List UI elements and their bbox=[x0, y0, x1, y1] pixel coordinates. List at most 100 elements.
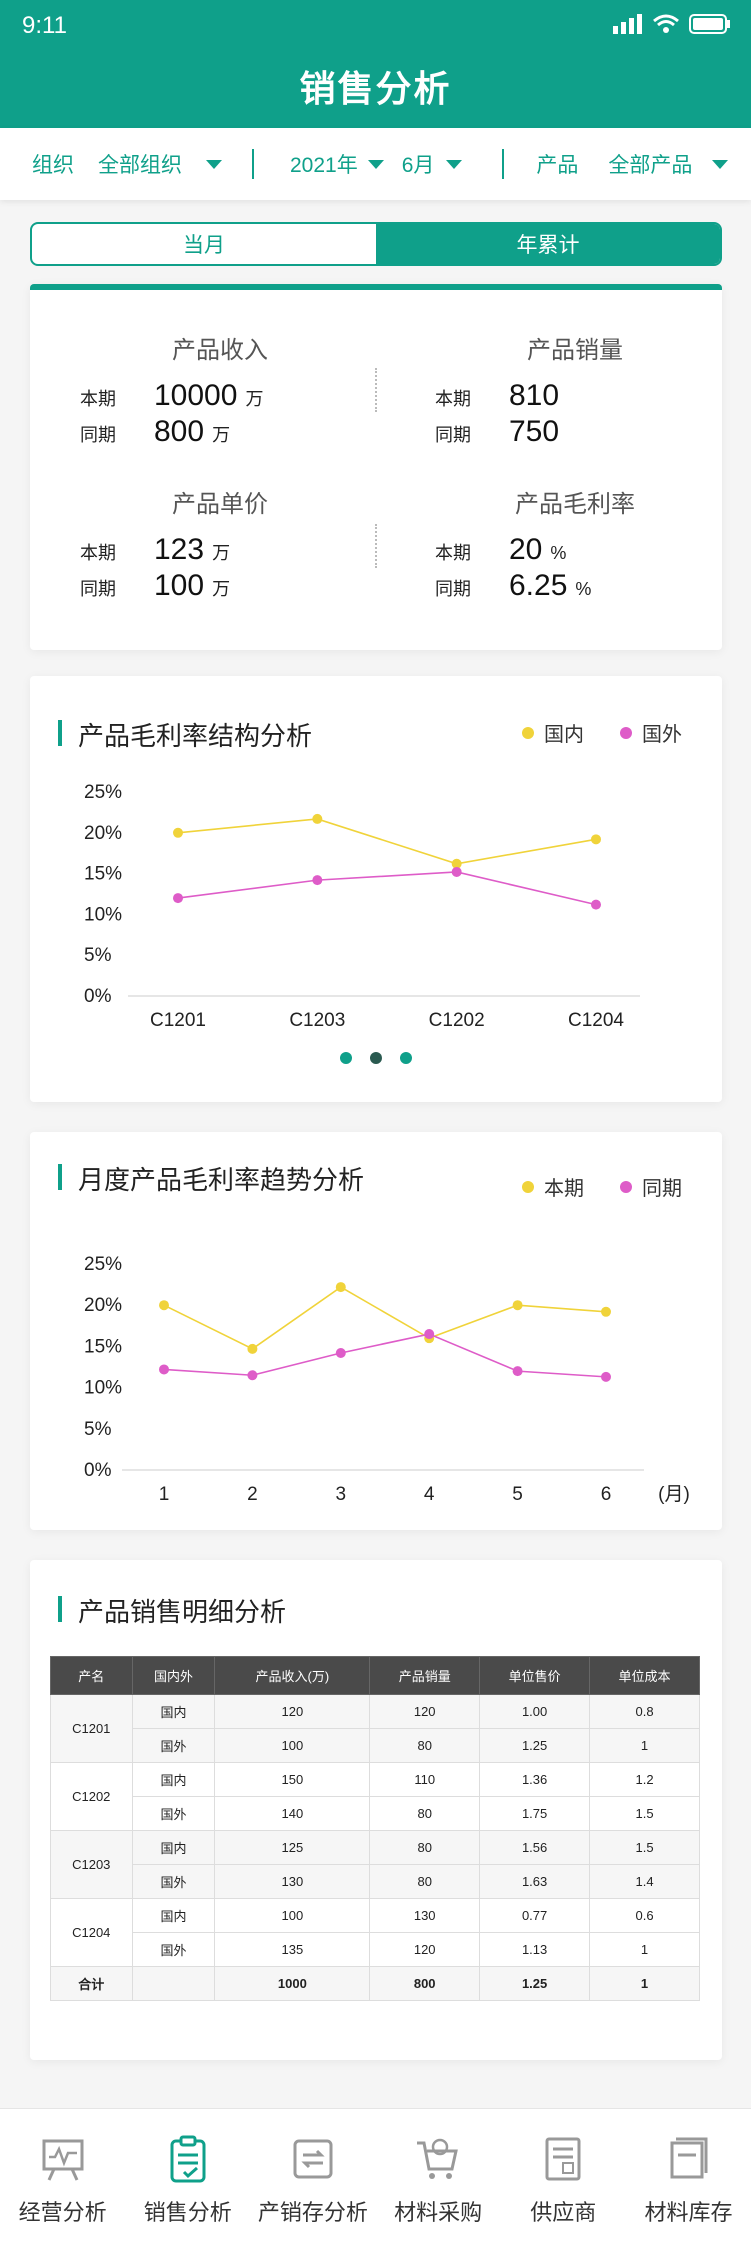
table-cell: 1.5 bbox=[589, 1796, 700, 1831]
table-row: C1204 国内 100 130 0.77 0.6 bbox=[50, 1898, 700, 1967]
tab-label: 材料库存 bbox=[644, 2200, 733, 2225]
month-filter-value: 6月 bbox=[401, 154, 435, 177]
table-cell: 国外 bbox=[131, 1728, 216, 1763]
table-cell: 130 bbox=[369, 1898, 481, 1933]
org-filter-label: 组织 bbox=[32, 154, 74, 177]
table-header-cell: 国内外 bbox=[131, 1656, 216, 1695]
tab-sales-analysis[interactable]: 销售分析 bbox=[125, 2109, 250, 2256]
legend-swatch bbox=[620, 1180, 632, 1193]
margin-structure-card: 产品毛利率结构分析 国内 国外 0% 5% 10% 15% 20% 25% C1201 C12… bbox=[30, 676, 722, 1102]
table-cell: 1 bbox=[589, 1728, 700, 1763]
table-total-row: 合计 1000 800 1.25 1 bbox=[50, 1966, 700, 2001]
tab-ytd[interactable]: 年累计 bbox=[376, 224, 720, 264]
product-filter-value: 全部产品 bbox=[608, 154, 693, 177]
pager-dot bbox=[400, 1052, 412, 1064]
table-cell: 0.6 bbox=[589, 1898, 700, 1933]
table-header-row: 产名 国内外 产品收入(万) 产品销量 单位售价 单位成本 bbox=[50, 1656, 700, 1695]
card-title: 月度产品毛利率趋势分析 bbox=[58, 1160, 364, 1197]
table-cell: 1.36 bbox=[479, 1762, 591, 1797]
tab-material-purchase[interactable]: 材料采购 bbox=[376, 2109, 501, 2256]
month-filter[interactable]: 6月 bbox=[402, 149, 463, 179]
legend-swatch bbox=[522, 726, 534, 739]
x-tick-label: C1204 bbox=[568, 1010, 624, 1031]
sales-detail-card: 产品销售明细分析 产名 国内外 产品收入(万) 产品销量 单位售价 单位成本 C1201 国… bbox=[30, 1560, 722, 2060]
data-point bbox=[424, 1329, 435, 1340]
table-cell: 1.75 bbox=[479, 1796, 591, 1831]
tab-monthly[interactable]: 当月 bbox=[183, 234, 225, 257]
table-cell: 1.2 bbox=[589, 1762, 700, 1797]
kpi-volume: 产品销量 本期 810 同期 750 bbox=[425, 330, 725, 451]
table-cell: 120 bbox=[369, 1932, 481, 1967]
kpi-prior-label: 同期 bbox=[435, 579, 471, 599]
year-filter[interactable]: 2021年 bbox=[290, 149, 384, 179]
x-tick-label: 4 bbox=[424, 1484, 435, 1505]
kpi-prior-label: 同期 bbox=[435, 425, 471, 445]
data-point bbox=[173, 827, 183, 838]
table-cell: 80 bbox=[369, 1864, 481, 1899]
table-cell: 国内 bbox=[131, 1830, 216, 1865]
year-filter-value: 2021年 bbox=[290, 154, 358, 177]
kpi-unit-price: 产品单价 本期 123 万 同期 100 万 bbox=[70, 484, 370, 605]
y-tick-label: 0% bbox=[84, 1460, 112, 1481]
data-point bbox=[335, 1347, 346, 1358]
x-tick-label: C1201 bbox=[150, 1010, 206, 1031]
tab-production-analysis[interactable]: 产销存分析 bbox=[250, 2109, 375, 2256]
data-point bbox=[312, 813, 323, 824]
table-total-cell: 800 bbox=[369, 1966, 481, 2001]
table-cell: 国外 bbox=[131, 1932, 216, 1967]
kpi-prior-value: 100 bbox=[154, 569, 205, 602]
chevron-down-icon bbox=[367, 159, 384, 169]
x-tick-label: 1 bbox=[159, 1484, 170, 1505]
legend-swatch bbox=[620, 726, 632, 739]
data-point bbox=[335, 1282, 346, 1293]
series-line bbox=[163, 1286, 607, 1350]
product-filter[interactable]: 产品 全部产品 bbox=[536, 149, 729, 179]
tab-label: 经营分析 bbox=[18, 2200, 107, 2225]
x-tick-label: C1203 bbox=[289, 1010, 345, 1031]
app-header: 9:11 销售分析 bbox=[0, 0, 751, 128]
tab-label: 产销存分析 bbox=[257, 2200, 368, 2225]
kpi-unit: 万 bbox=[212, 425, 231, 445]
x-tick-label: 5 bbox=[512, 1484, 523, 1505]
period-toggle: 当月 年累计 bbox=[30, 222, 722, 266]
tab-material-inventory[interactable]: 材料库存 bbox=[626, 2109, 751, 2256]
table-cell: 140 bbox=[214, 1796, 371, 1831]
kpi-title: 产品销量 bbox=[527, 337, 623, 364]
table-cell: 100 bbox=[214, 1898, 371, 1933]
kpi-margin: 产品毛利率 本期 20% 同期 6.25% bbox=[425, 484, 725, 605]
table-cell: 120 bbox=[369, 1694, 481, 1729]
tab-operation-analysis[interactable]: 经营分析 bbox=[0, 2109, 125, 2256]
table-cell: 国内 bbox=[131, 1694, 216, 1729]
kpi-card: 产品收入 本期 10000 万 同期 800 万 产品销量 本期 810 同期 750 产品… bbox=[30, 284, 722, 650]
table-cell: 0.8 bbox=[589, 1694, 700, 1729]
kpi-prior-value: 6.25 bbox=[509, 569, 568, 602]
sales-detail-table: 产名 国内外 产品收入(万) 产品销量 单位售价 单位成本 C1201 国内 120 120 1.… bbox=[50, 1656, 700, 2001]
y-tick-label: 20% bbox=[84, 823, 122, 844]
kpi-unit: 万 bbox=[245, 389, 264, 409]
filter-bar: 组织 全部组织 2021年 6月 产品 全部产品 bbox=[0, 128, 751, 200]
table-cell: 1 bbox=[589, 1932, 700, 1967]
status-time: 9:11 bbox=[22, 12, 67, 39]
kpi-unit: 万 bbox=[212, 579, 231, 599]
series-line bbox=[177, 818, 597, 865]
kpi-divider bbox=[375, 524, 377, 568]
kpi-current-value: 20 bbox=[509, 533, 543, 566]
margin-structure-chart: 0% 5% 10% 15% 20% 25% C1201 C1203 C1202 C1204 bbox=[84, 782, 640, 1064]
y-tick-label: 5% bbox=[84, 945, 112, 966]
table-total-cell: 1.25 bbox=[479, 1966, 591, 2001]
data-point bbox=[173, 893, 183, 904]
chart-legend: 国内 国外 bbox=[522, 718, 682, 747]
kpi-current-value: 810 bbox=[509, 379, 560, 412]
battery-icon bbox=[689, 14, 730, 34]
table-cell: 80 bbox=[369, 1796, 481, 1831]
bottom-tab-bar: 经营分析 销售分析 产销存分析 材料采购 bbox=[0, 2108, 751, 2256]
table-header-cell: 单位成本 bbox=[589, 1656, 700, 1695]
kpi-title: 产品收入 bbox=[172, 337, 268, 364]
tab-supplier[interactable]: 供应商 bbox=[501, 2109, 626, 2256]
table-total-cell: 合计 bbox=[50, 1966, 133, 2001]
x-tick-label: 2 bbox=[247, 1484, 258, 1505]
pager-dot bbox=[370, 1052, 382, 1064]
page-title: 销售分析 bbox=[299, 68, 452, 109]
table-cell: 国外 bbox=[131, 1796, 216, 1831]
org-filter[interactable]: 组织 全部组织 bbox=[32, 149, 222, 179]
